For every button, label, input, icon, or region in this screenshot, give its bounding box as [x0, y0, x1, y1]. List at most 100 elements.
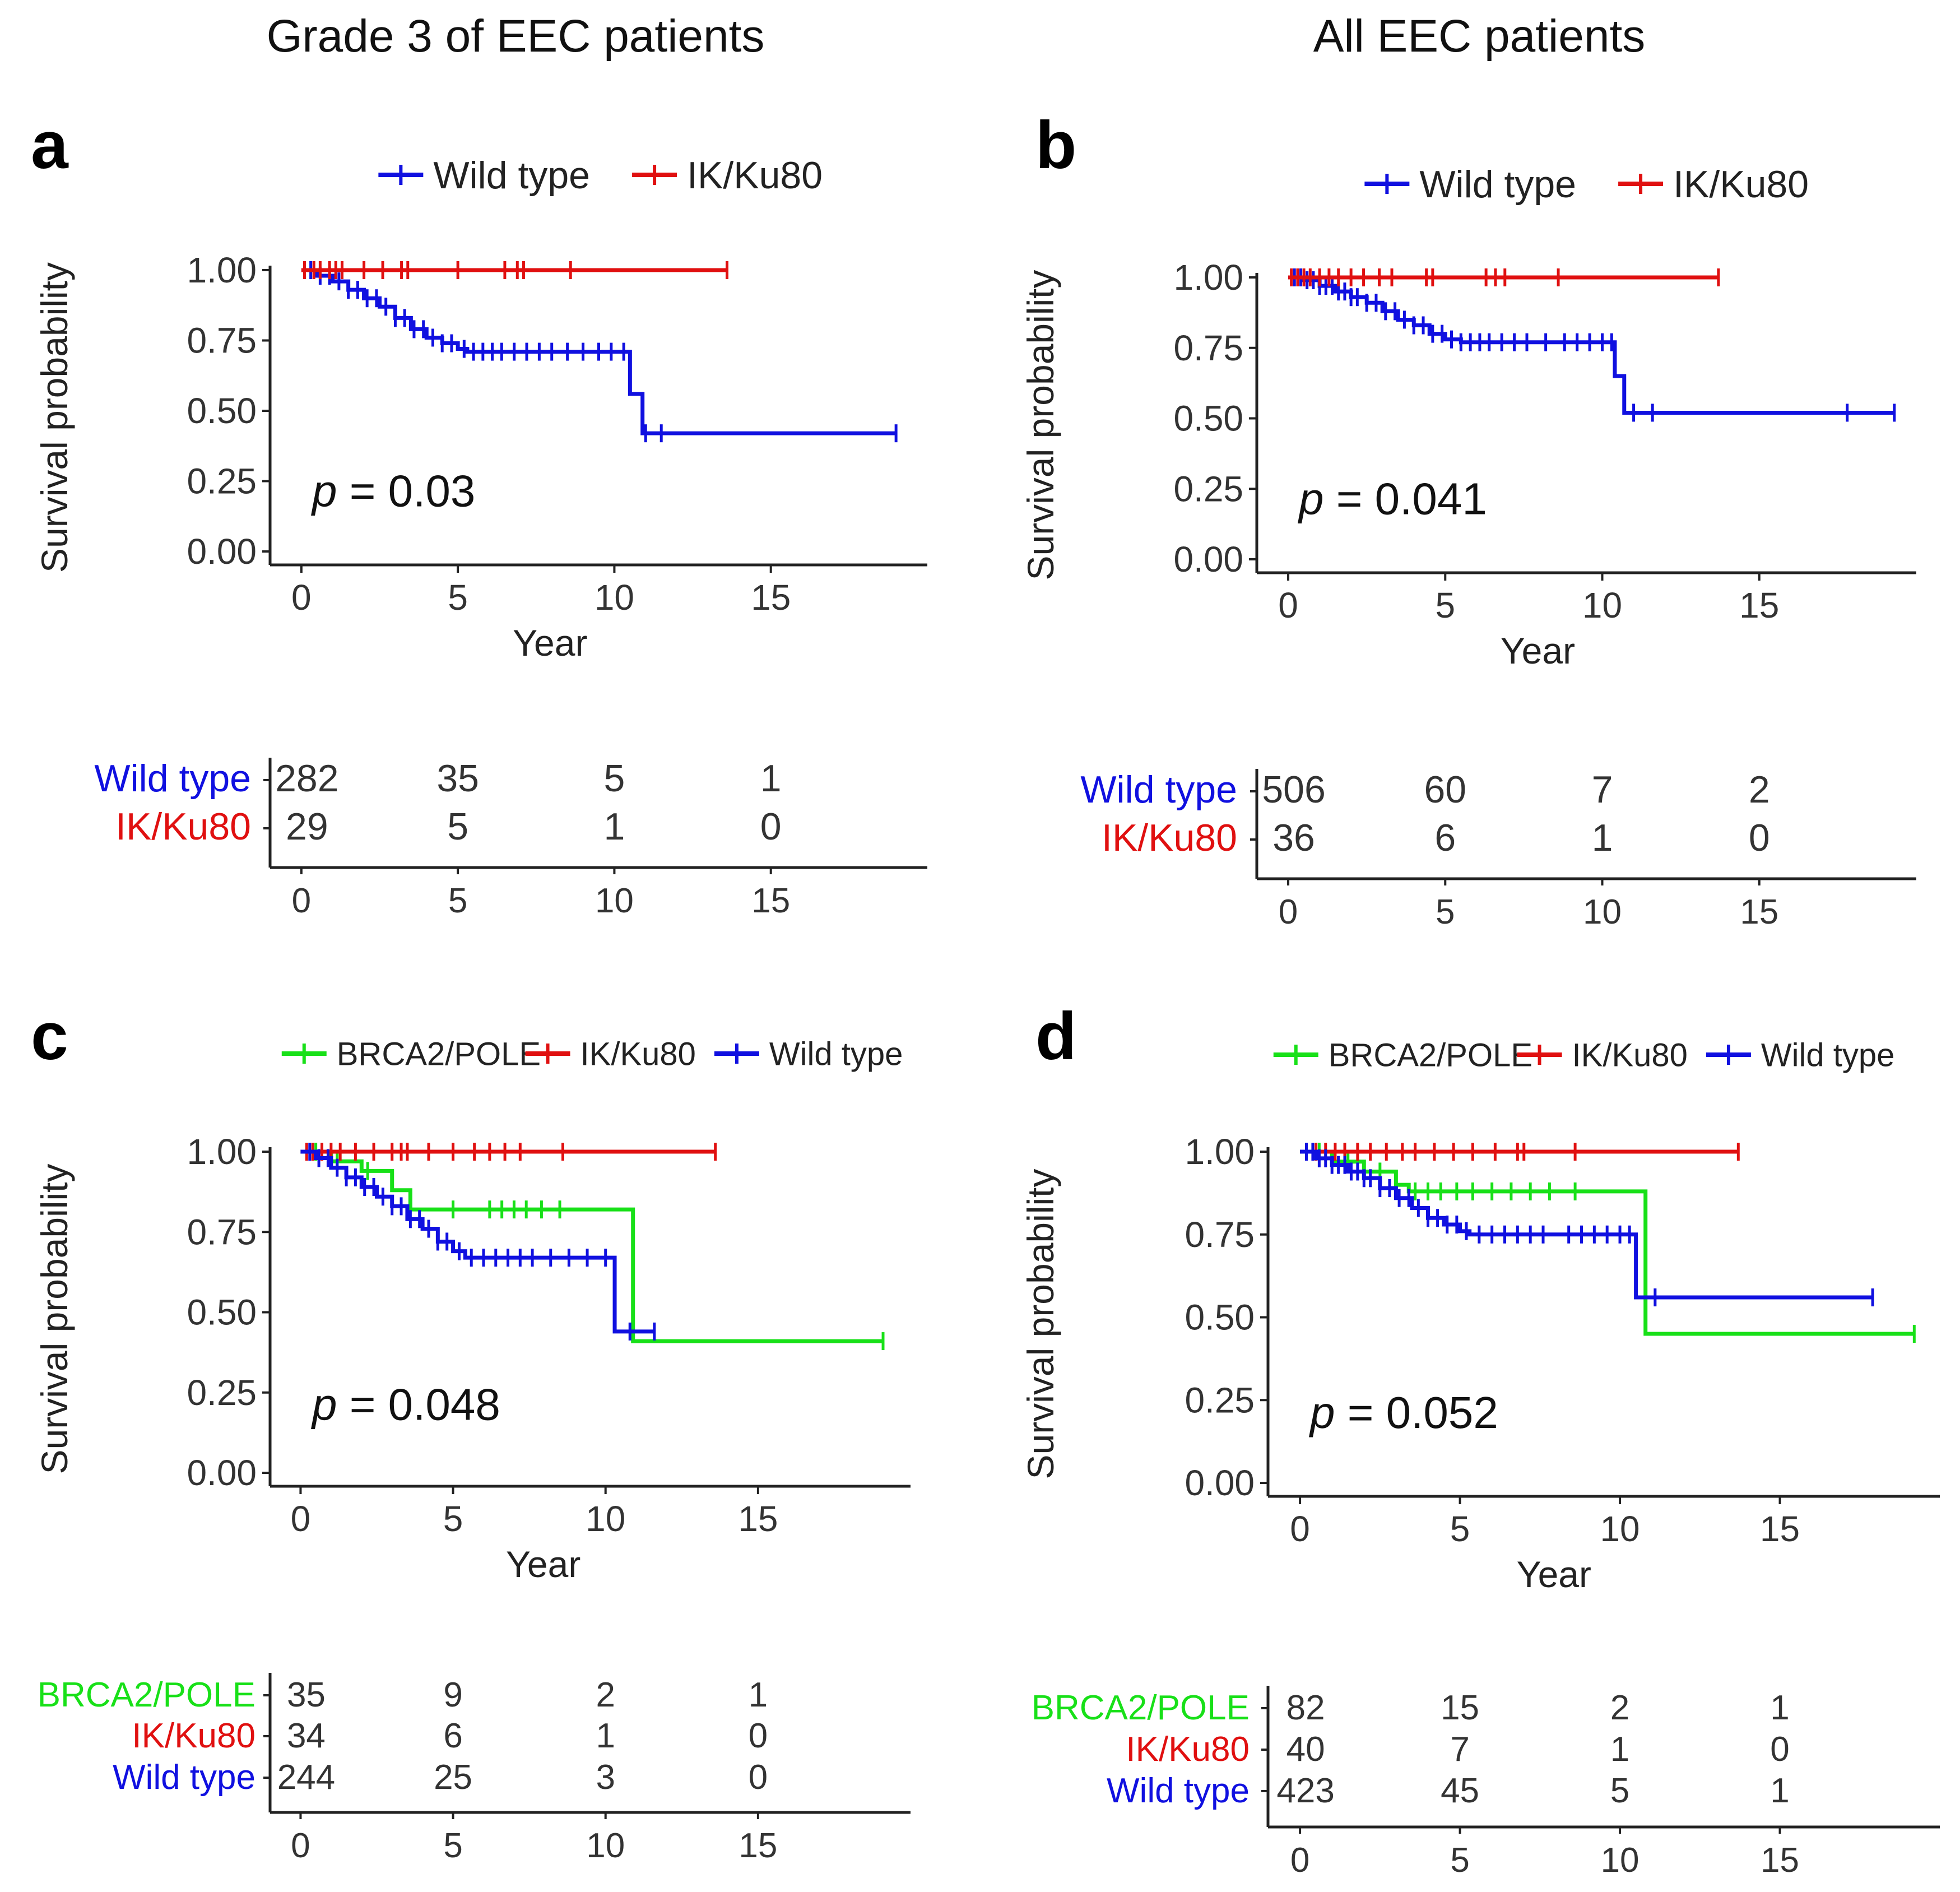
x-tick-label-a: 0	[291, 577, 312, 618]
y-tick-label-c: 0.00	[187, 1453, 257, 1493]
x-tick-label-c: 15	[738, 1499, 778, 1539]
p-value-b: p = 0.041	[1298, 474, 1487, 523]
risk-count: 0	[749, 1717, 768, 1755]
curve-brca2-pole-c	[300, 1149, 884, 1343]
x-tick-label-b: 15	[1739, 585, 1779, 625]
y-tick-label-c: 0.50	[187, 1292, 257, 1333]
risk-row-label-ik-ku80: IK/Ku80	[1102, 817, 1237, 859]
risk-count: 2	[596, 1676, 615, 1714]
risk-count: 40	[1286, 1730, 1325, 1769]
y-axis-title-d: Survival probability	[1020, 1169, 1061, 1480]
y-axis-title-c: Survival probability	[34, 1164, 75, 1474]
y-axis-title-b: Survival probability	[1020, 270, 1061, 581]
y-tick-label-c: 0.25	[187, 1372, 257, 1413]
risk-count: 6	[1434, 817, 1456, 859]
risk-count: 15	[1441, 1689, 1479, 1727]
curve-wild-type-d	[1300, 1149, 1873, 1300]
risk-count: 1	[1770, 1689, 1789, 1727]
risk-count: 2	[1749, 768, 1770, 811]
risk-table-a: Wild type 282 35 5 1IK/Ku80 29 5 1 00 5 10 15	[94, 757, 927, 920]
legend-label-wild-type: Wild type	[433, 154, 590, 197]
risk-row-label-wild-type: Wild type	[1107, 1772, 1250, 1810]
risk-count: 0	[749, 1758, 768, 1797]
y-tick-label-d: 0.00	[1185, 1463, 1255, 1503]
panel-label-d: d	[1035, 999, 1076, 1074]
risk-row-label-ik-ku80: IK/Ku80	[132, 1717, 256, 1755]
panel-b: b Wild type IK/Ku80 0.00 0.25 0.50 0.75 1.00 0 5 1…	[1020, 108, 1916, 931]
risk-count: 0	[1770, 1730, 1789, 1769]
risk-count: 1	[596, 1717, 615, 1755]
panel-label-c: c	[31, 999, 68, 1074]
x-axis-title-c: Year	[506, 1543, 580, 1585]
p-value-a: p = 0.03	[311, 466, 475, 516]
page-title-right: All EEC patients	[1313, 11, 1646, 62]
risk-count: 25	[434, 1758, 472, 1797]
risk-count: 60	[1424, 768, 1466, 811]
legend-label-ik-ku80: IK/Ku80	[580, 1036, 696, 1072]
risk-x-tick-label: 10	[1601, 1841, 1639, 1880]
legend-label-wild-type: Wild type	[1761, 1037, 1895, 1073]
risk-x-tick-label: 10	[586, 1826, 625, 1865]
legend-label-brca2-pole: BRCA2/POLE	[337, 1036, 541, 1072]
risk-count: 45	[1441, 1772, 1479, 1810]
curve-wild-type-c	[300, 1149, 654, 1334]
risk-x-tick-label: 0	[1290, 1841, 1309, 1880]
p-symbol: p	[1298, 474, 1336, 523]
x-tick-label-c: 0	[291, 1499, 311, 1539]
y-tick-label-c: 1.00	[187, 1132, 257, 1172]
risk-x-tick-label: 5	[1450, 1841, 1469, 1880]
risk-count: 0	[1749, 817, 1770, 859]
x-tick-label-d: 5	[1450, 1509, 1470, 1549]
x-tick-label-d: 10	[1600, 1509, 1639, 1549]
p-symbol: p	[311, 466, 350, 516]
risk-row-label-ik-ku80: IK/Ku80	[115, 805, 251, 848]
risk-count: 9	[443, 1676, 462, 1714]
p-number: = 0.052	[1348, 1388, 1498, 1437]
risk-count: 7	[1592, 768, 1613, 811]
x-tick-label-a: 5	[448, 577, 468, 618]
risk-count: 1	[1610, 1730, 1629, 1769]
p-value-c: p = 0.048	[311, 1379, 500, 1429]
risk-count: 7	[1450, 1730, 1469, 1769]
panel-label-a: a	[31, 108, 69, 183]
legend-label-ik-ku80: IK/Ku80	[1572, 1037, 1688, 1073]
risk-count: 0	[760, 805, 782, 848]
y-tick-label-b: 1.00	[1173, 257, 1243, 298]
risk-count: 1	[1592, 817, 1613, 859]
y-tick-label-a: 0.00	[187, 531, 257, 572]
p-number: = 0.03	[350, 466, 476, 516]
risk-count: 423	[1276, 1772, 1334, 1810]
risk-count: 34	[287, 1717, 326, 1755]
x-axis-title-a: Year	[513, 622, 587, 664]
legend-label-wild-type: Wild type	[769, 1036, 903, 1072]
risk-x-tick-label: 0	[1279, 893, 1298, 931]
y-tick-label-d: 0.75	[1185, 1214, 1255, 1255]
curve-wild-type-a	[301, 268, 897, 435]
risk-count: 6	[443, 1717, 462, 1755]
risk-count: 36	[1272, 817, 1315, 859]
risk-row-label-ik-ku80: IK/Ku80	[1126, 1730, 1250, 1769]
risk-x-tick-label: 0	[292, 882, 311, 920]
legend-label-wild-type: Wild type	[1419, 163, 1576, 206]
y-tick-label-b: 0.75	[1173, 328, 1243, 368]
risk-count: 3	[596, 1758, 615, 1797]
legend-label-ik-ku80: IK/Ku80	[687, 154, 823, 197]
page-title-left: Grade 3 of EEC patients	[266, 11, 765, 62]
risk-count: 5	[604, 757, 625, 800]
curve-wild-type-b	[1288, 275, 1894, 415]
risk-row-label-wild-type: Wild type	[1080, 768, 1237, 811]
y-tick-label-b: 0.00	[1173, 539, 1243, 579]
risk-x-tick-label: 15	[751, 882, 790, 920]
risk-x-tick-label: 15	[1740, 893, 1778, 931]
risk-x-tick-label: 15	[739, 1826, 777, 1865]
y-tick-label-a: 0.75	[187, 321, 257, 361]
legend-d: BRCA2/POLE IK/Ku80 Wild type	[1273, 1037, 1895, 1073]
risk-x-tick-label: 5	[1436, 893, 1455, 931]
x-tick-label-d: 15	[1760, 1509, 1800, 1549]
x-tick-label-a: 10	[594, 577, 634, 618]
risk-x-tick-label: 15	[1761, 1841, 1799, 1880]
y-tick-label-a: 0.50	[187, 391, 257, 431]
legend-b: Wild type IK/Ku80	[1364, 163, 1809, 206]
